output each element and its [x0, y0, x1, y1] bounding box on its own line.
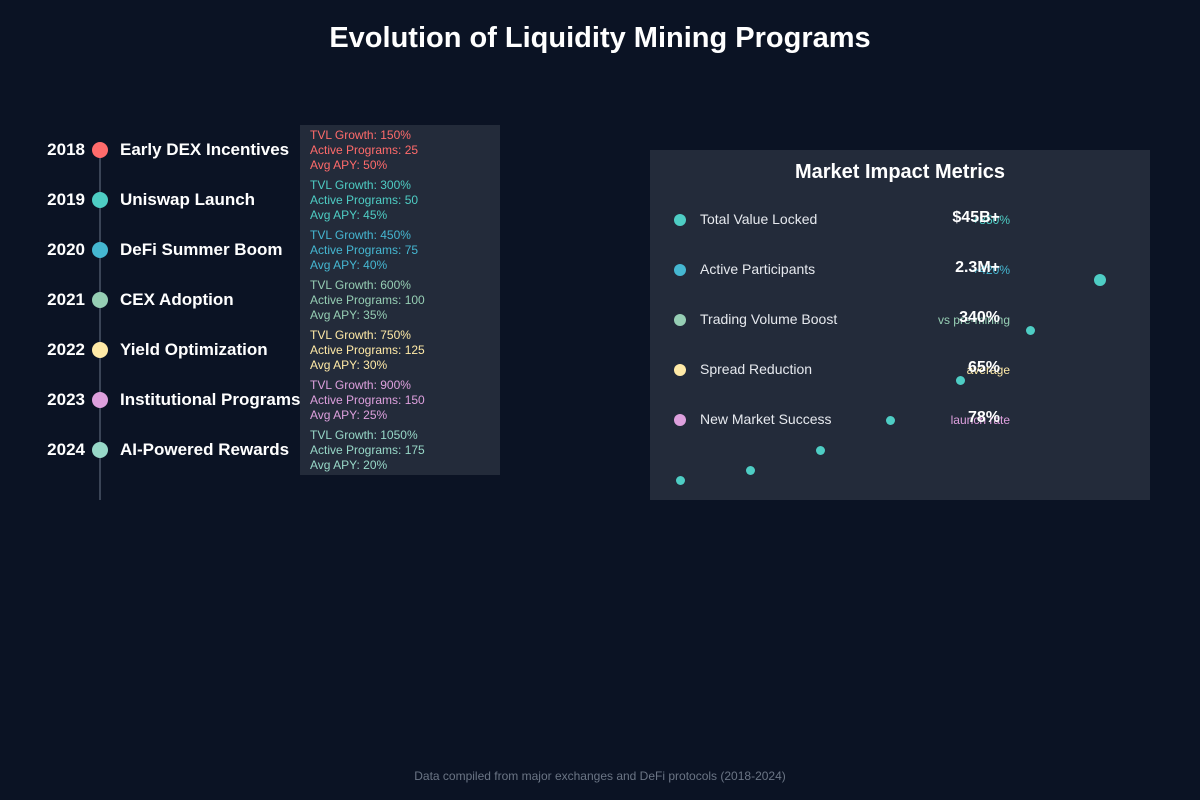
page-title: Evolution of Liquidity Mining Programs [329, 22, 871, 54]
stat-line: Avg APY: 45% [310, 208, 388, 222]
metric-marker [674, 264, 686, 276]
timeline-year: 2019 [47, 190, 85, 209]
metric-value: $45B+ [952, 209, 1000, 226]
timeline-item: 2022 Yield Optimization [0, 340, 520, 400]
timeline-marker [92, 142, 108, 158]
timeline-year: 2018 [47, 140, 85, 159]
timeline-item: 2020 DeFi Summer Boom [0, 240, 520, 300]
timeline-title: Early DEX Incentives [120, 140, 290, 159]
stat-line: Avg APY: 20% [310, 458, 388, 472]
stat-line: TVL Growth: 150% [310, 128, 411, 142]
decorative-dot [815, 445, 825, 455]
metric-note: vs pre-mining [937, 313, 1010, 327]
stat-line: Active Programs: 100 [310, 293, 425, 307]
decorative-dot [1094, 274, 1106, 286]
timeline-marker [92, 442, 108, 458]
decorative-dot [1025, 325, 1035, 335]
metrics-panel: Market Impact Metrics Total Value Locked… [650, 150, 1150, 500]
stat-line: Avg APY: 25% [310, 408, 388, 422]
stat-group: TVL Growth: 1050% Active Programs: 175 Avg… [310, 428, 425, 473]
metric-row: Trading Volume Boost vs pre-mining 340% [650, 305, 1150, 335]
stat-group: TVL Growth: 300% Active Programs: 50 Avg A… [310, 178, 418, 223]
metric-value: 2.3M+ [955, 259, 1000, 276]
timeline-year: 2022 [47, 340, 85, 359]
timeline-title: CEX Adoption [120, 290, 234, 309]
stat-group: TVL Growth: 750% Active Programs: 125 Avg … [310, 328, 425, 373]
stat-line: TVL Growth: 1050% [310, 428, 418, 442]
stat-line: TVL Growth: 750% [310, 328, 411, 342]
timeline-marker [92, 342, 108, 358]
timeline-title: AI-Powered Rewards [120, 440, 290, 459]
metric-marker [674, 414, 686, 426]
timeline-marker [92, 392, 108, 408]
metric-row: Spread Reduction average 65% [650, 355, 1150, 385]
timeline-marker [92, 242, 108, 258]
stat-line: Active Programs: 25 [310, 143, 419, 157]
timeline-title: Uniswap Launch [120, 190, 256, 209]
metric-row: Total Value Locked +850% $45B+ [650, 205, 1150, 235]
timeline-item: 2023 Institutional Programs [0, 390, 520, 450]
timeline-axis [99, 150, 101, 500]
stat-group: TVL Growth: 600% Active Programs: 100 Avg … [310, 278, 425, 323]
metric-row: New Market Success launch rate 78% [650, 405, 1150, 435]
timeline-item: 2019 Uniswap Launch [0, 190, 520, 250]
stat-line: Active Programs: 175 [310, 443, 425, 457]
metric-label: New Market Success [700, 411, 832, 427]
timeline-title: DeFi Summer Boom [120, 240, 283, 259]
decorative-dot [675, 475, 685, 485]
timeline-year: 2023 [47, 390, 85, 409]
metric-value: 78% [967, 409, 1000, 426]
stat-line: Active Programs: 125 [310, 343, 425, 357]
metric-label: Trading Volume Boost [700, 311, 838, 327]
footer-note: Data compiled from major exchanges and D… [414, 769, 786, 783]
timeline-title: Yield Optimization [120, 340, 268, 359]
stat-line: TVL Growth: 300% [310, 178, 411, 192]
stat-group: TVL Growth: 150% Active Programs: 25 Avg A… [310, 128, 418, 173]
stat-line: Avg APY: 30% [310, 358, 388, 372]
metric-label: Active Participants [700, 261, 816, 277]
metric-label: Spread Reduction [700, 361, 813, 377]
timeline-item: 2018 Early DEX Incentives [0, 140, 520, 200]
metric-value: 65% [967, 359, 1000, 376]
decorative-dot [745, 465, 755, 475]
timeline-item: 2021 CEX Adoption [0, 290, 520, 350]
timeline-year: 2024 [47, 440, 85, 459]
timeline-title: Institutional Programs [120, 390, 301, 409]
timeline-year: 2021 [47, 290, 85, 309]
stat-line: Active Programs: 50 [310, 193, 419, 207]
stat-line: TVL Growth: 600% [310, 278, 411, 292]
metric-note: +850% [972, 213, 1010, 227]
timeline-year: 2020 [47, 240, 85, 259]
stat-line: Avg APY: 50% [310, 158, 388, 172]
stats-panel: TVL Growth: 150% Active Programs: 25 Avg A… [300, 125, 500, 475]
decorative-dot [955, 375, 965, 385]
stat-line: TVL Growth: 450% [310, 228, 411, 242]
stat-line: Avg APY: 40% [310, 258, 388, 272]
stat-line: Active Programs: 75 [310, 243, 419, 257]
stat-group: TVL Growth: 900% Active Programs: 150 Avg … [310, 378, 425, 423]
metric-note: launch rate [950, 413, 1010, 427]
stat-line: TVL Growth: 900% [310, 378, 411, 392]
metric-row: Active Participants +420% 2.3M+ [650, 255, 1150, 285]
metric-marker [674, 214, 686, 226]
metric-note: +420% [972, 263, 1010, 277]
metric-value: 340% [959, 309, 1000, 326]
metrics-title: Market Impact Metrics [794, 161, 1006, 183]
metric-label: Total Value Locked [700, 211, 818, 227]
stat-group: TVL Growth: 450% Active Programs: 75 Avg A… [310, 228, 418, 273]
metric-marker [674, 364, 686, 376]
stat-line: Avg APY: 35% [310, 308, 388, 322]
stat-line: Active Programs: 150 [310, 393, 425, 407]
timeline-item: 2024 AI-Powered Rewards [0, 440, 520, 500]
timeline-marker [92, 292, 108, 308]
timeline-marker [92, 192, 108, 208]
metric-marker [674, 314, 686, 326]
metric-note: average [966, 363, 1010, 377]
decorative-dot [885, 415, 895, 425]
